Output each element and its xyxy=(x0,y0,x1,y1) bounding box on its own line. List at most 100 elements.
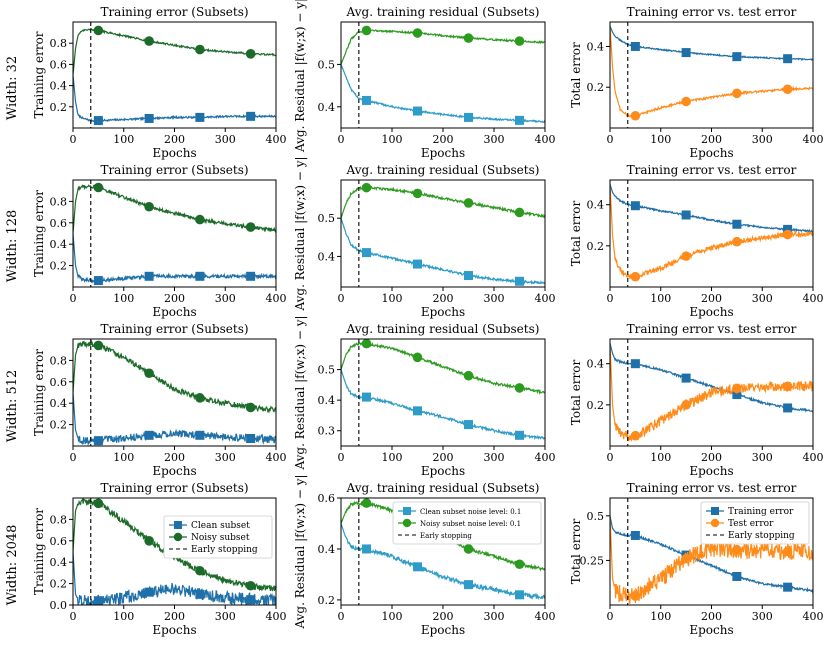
chart-title: Avg. training residual (Subsets) xyxy=(346,5,540,19)
series-line-a xyxy=(610,25,813,62)
plot-area xyxy=(73,339,276,446)
y-axis-label: Total error xyxy=(569,42,583,108)
legend: Clean subset noise level: 0.1 Noisy subse… xyxy=(392,501,542,545)
x-tick-label: 0 xyxy=(338,610,345,623)
marker-square xyxy=(144,587,154,597)
x-tick-label: 400 xyxy=(803,451,824,464)
y-tick-label: 0.4 xyxy=(318,101,336,114)
series-line-b xyxy=(341,28,545,65)
marker-circle xyxy=(361,25,372,36)
marker-square xyxy=(783,582,793,592)
x-tick-label: 200 xyxy=(701,133,722,146)
chart-panel-r3c2: 0 100 200 300 400 0.25 0.5 Training error vs. t… xyxy=(569,481,824,637)
chart-title: Training error vs. test error xyxy=(627,322,797,336)
x-tick-label: 300 xyxy=(752,133,773,146)
x-tick-label: 300 xyxy=(484,610,505,623)
legend-entry: Clean subset noise level: 0.1 xyxy=(398,507,521,516)
legend-label: Early stopping xyxy=(420,532,472,540)
chart-title: Avg. training residual (Subsets) xyxy=(346,322,540,336)
y-tick-label: 0.2 xyxy=(50,578,68,591)
x-tick-label: 400 xyxy=(535,610,556,623)
marker-circle xyxy=(463,544,474,554)
marker-circle xyxy=(514,383,525,393)
series-line-a xyxy=(610,342,813,413)
y-tick-label: 0.4 xyxy=(587,40,605,53)
marker-square xyxy=(515,276,524,286)
marker-circle xyxy=(514,36,525,46)
x-tick-label: 300 xyxy=(752,292,773,305)
x-tick-label: 200 xyxy=(701,451,722,464)
marker-square xyxy=(464,580,473,590)
chart-panel-r1c2: 0 100 200 300 400 0.2 0.4 Training error vs. te… xyxy=(569,163,824,319)
legend-entry: Training error xyxy=(706,507,794,517)
x-axis-label: Epochs xyxy=(689,305,733,319)
marker-circle xyxy=(782,546,793,557)
legend-label: Noisy subset xyxy=(191,533,250,543)
plot-area xyxy=(610,342,813,443)
marker-circle xyxy=(245,402,256,413)
x-tick-label: 200 xyxy=(164,292,185,305)
y-tick-label: 0.3 xyxy=(318,425,336,438)
marker-circle xyxy=(630,110,641,121)
x-tick-label: 100 xyxy=(382,133,403,146)
marker-square xyxy=(362,392,371,402)
x-tick-label: 100 xyxy=(113,292,134,305)
marker-circle xyxy=(782,84,793,95)
legend-label: Test error xyxy=(728,519,774,529)
x-axis-label: Epochs xyxy=(421,623,465,637)
row-label-3: Width: 2048 xyxy=(5,525,20,606)
marker-circle xyxy=(195,214,205,225)
y-axis-label: Total error xyxy=(569,519,583,585)
x-tick-label: 300 xyxy=(752,451,773,464)
chart-title: Training error vs. test error xyxy=(627,481,797,495)
x-tick-label: 0 xyxy=(607,610,614,623)
marker-square xyxy=(93,276,103,286)
marker-circle xyxy=(681,251,691,261)
marker-square xyxy=(681,210,691,220)
marker-circle xyxy=(144,536,154,546)
axes-frame xyxy=(340,338,546,447)
series-line-a xyxy=(73,74,276,123)
marker-square xyxy=(195,589,205,599)
x-axis-label: Epochs xyxy=(421,146,465,160)
x-axis-label: Epochs xyxy=(689,146,733,160)
legend: Training error Test error Early stopping xyxy=(700,501,810,545)
x-tick-label: 100 xyxy=(113,451,134,464)
chart-panel-r1c0: 0 100 200 300 400 0.2 0.4 0.6 0.8 Training error … xyxy=(32,163,287,319)
y-tick-label: 0.2 xyxy=(318,594,336,607)
legend-box xyxy=(163,515,273,559)
panels: 0 100 200 300 400 0.2 0.4 0.6 0.8 Training error … xyxy=(32,0,824,637)
x-tick-label: 300 xyxy=(484,133,505,146)
marker-circle xyxy=(630,591,641,601)
legend-marker-square xyxy=(174,521,182,529)
y-axis-label: Total error xyxy=(569,360,583,426)
y-tick-label: 0.0 xyxy=(50,599,68,612)
x-tick-label: 200 xyxy=(164,133,185,146)
legend: Clean subset Noisy subset Early stopping xyxy=(163,515,273,559)
y-axis-label: Total error xyxy=(569,201,583,267)
marker-circle xyxy=(93,498,104,509)
marker-circle xyxy=(630,430,641,441)
marker-circle xyxy=(361,498,372,508)
y-axis-label: Avg. Residual |f(w;x) − y| xyxy=(293,315,307,470)
x-tick-label: 200 xyxy=(701,610,722,623)
marker-circle xyxy=(514,207,525,218)
plot-area xyxy=(341,182,545,286)
x-tick-label: 0 xyxy=(607,292,614,305)
marker-square xyxy=(630,41,640,51)
x-tick-label: 300 xyxy=(215,133,236,146)
axes-frame xyxy=(72,21,277,129)
x-tick-label: 200 xyxy=(701,292,722,305)
marker-circle xyxy=(630,271,641,282)
x-tick-label: 400 xyxy=(535,292,556,305)
marker-circle xyxy=(93,182,104,193)
plot-area xyxy=(610,183,813,282)
y-tick-label: 0.4 xyxy=(587,358,605,371)
y-tick-label: 0.8 xyxy=(50,37,68,50)
y-tick-label: 0.5 xyxy=(318,58,336,71)
y-tick-label: 0.6 xyxy=(50,535,68,548)
y-tick-label: 0.4 xyxy=(50,238,68,251)
series-line-a xyxy=(341,523,545,600)
legend-marker-circle xyxy=(710,518,720,528)
marker-square xyxy=(246,111,256,121)
